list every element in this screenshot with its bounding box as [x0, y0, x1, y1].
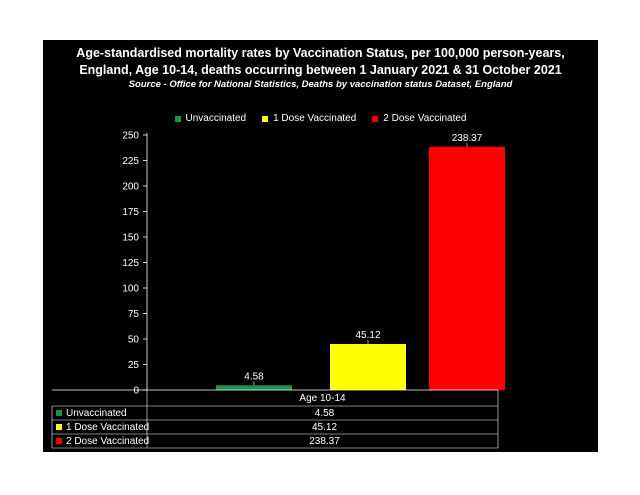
y-tick-label: 200 — [122, 182, 139, 193]
chart-title-line2: England, Age 10-14, deaths occurring bet… — [79, 63, 562, 77]
y-tick-label: 250 — [122, 131, 139, 142]
x-category-label: Age 10-14 — [299, 393, 346, 404]
chart-title: Age-standardised mortality rates by Vacc… — [76, 46, 565, 60]
y-tick-label: 25 — [128, 360, 140, 371]
legend-swatch-unvaccinated — [174, 115, 181, 122]
y-tick-label: 75 — [128, 309, 140, 320]
data-label: 45.12 — [355, 330, 380, 341]
data-label: 4.58 — [244, 371, 264, 382]
legend-label-unvaccinated: Unvaccinated — [185, 113, 247, 124]
legend-item-1-dose: 1 Dose Vaccinated — [262, 113, 356, 124]
table-label-2-dose: 2 Dose Vaccinated — [66, 435, 150, 447]
y-tick-label: 225 — [122, 156, 139, 167]
table-row-label: 1 Dose Vaccinated — [56, 422, 149, 433]
legend-swatch-1-dose — [262, 115, 269, 122]
bar-1-dose — [330, 343, 406, 390]
data-label: 238.37 — [452, 133, 483, 144]
y-tick-label: 50 — [128, 335, 140, 346]
table-label-unvaccinated: Unvaccinated — [66, 407, 127, 419]
plot-area: 0 25 50 75 100 125 150 175 200 225 250 4.58 45.12 238… — [51, 131, 505, 449]
table-swatch-2-dose — [56, 438, 62, 444]
legend-label-2-dose: 2 Dose Vaccinated — [383, 113, 467, 124]
table-value-1-dose: 45.12 — [311, 421, 338, 433]
bar-2-dose — [429, 146, 505, 390]
legend: Unvaccinated 1 Dose Vaccinated 2 Dose Va… — [43, 113, 598, 124]
y-tick-label: 150 — [122, 233, 139, 244]
chart-subtitle: Source - Office for National Statistics,… — [128, 79, 513, 90]
bar-unvaccinated — [216, 385, 292, 390]
legend-swatch-2-dose — [372, 115, 379, 122]
legend-label-1-dose: 1 Dose Vaccinated — [273, 113, 357, 124]
table-row-label: 2 Dose Vaccinated — [56, 436, 149, 447]
y-tick-label: 125 — [122, 258, 139, 269]
y-tick-label: 175 — [122, 207, 139, 218]
table-value-2-dose: 238.37 — [309, 435, 340, 447]
y-tick-label: 0 — [133, 386, 139, 397]
table-swatch-1-dose — [56, 424, 62, 430]
table-label-1-dose: 1 Dose Vaccinated — [66, 421, 150, 433]
legend-item-unvaccinated: Unvaccinated — [174, 113, 247, 124]
legend-item-2-dose: 2 Dose Vaccinated — [372, 113, 467, 124]
table-swatch-unvaccinated — [56, 410, 62, 416]
y-tick-label: 100 — [122, 284, 139, 295]
table-row-label: Unvaccinated — [56, 408, 127, 419]
chart-frame: Age-standardised mortality rates by Vacc… — [43, 40, 598, 452]
table-value-unvaccinated: 4.58 — [314, 407, 335, 419]
